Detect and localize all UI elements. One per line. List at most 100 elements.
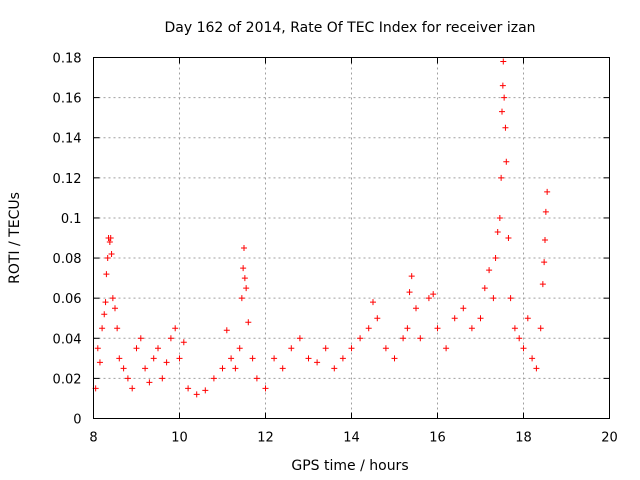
data-point bbox=[406, 289, 413, 296]
data-point bbox=[391, 355, 398, 362]
y-tick-label: 0.14 bbox=[53, 132, 82, 147]
data-point bbox=[542, 208, 549, 215]
data-point bbox=[167, 335, 174, 342]
data-point bbox=[496, 214, 503, 221]
data-point bbox=[185, 385, 192, 392]
data-point bbox=[137, 335, 144, 342]
data-point bbox=[146, 379, 153, 386]
data-point bbox=[253, 375, 260, 382]
data-point bbox=[370, 299, 376, 306]
data-point bbox=[103, 271, 110, 278]
data-point bbox=[116, 355, 123, 362]
data-point bbox=[443, 345, 450, 352]
grid bbox=[93, 57, 610, 419]
data-point bbox=[500, 58, 507, 65]
data-point bbox=[501, 94, 508, 101]
data-point bbox=[365, 325, 372, 332]
data-point bbox=[492, 255, 499, 262]
data-point bbox=[498, 174, 505, 181]
data-point bbox=[305, 355, 312, 362]
x-tick-label: 14 bbox=[343, 431, 360, 446]
data-point bbox=[430, 291, 437, 298]
data-point bbox=[505, 235, 512, 241]
data-point bbox=[382, 345, 389, 352]
y-tick-label: 0.16 bbox=[53, 92, 82, 107]
y-tick-label: 0.04 bbox=[53, 332, 82, 347]
data-point bbox=[238, 295, 245, 302]
data-point bbox=[104, 255, 111, 262]
data-point bbox=[232, 365, 239, 372]
data-point bbox=[150, 355, 157, 362]
data-point bbox=[541, 259, 548, 266]
data-point bbox=[314, 359, 321, 366]
data-points bbox=[92, 58, 551, 398]
data-point bbox=[236, 345, 243, 352]
data-point bbox=[142, 365, 149, 372]
data-point bbox=[468, 325, 475, 332]
data-point bbox=[503, 158, 510, 165]
data-point bbox=[241, 275, 248, 282]
data-point bbox=[481, 285, 488, 292]
axis-ticks bbox=[93, 57, 610, 419]
data-point bbox=[163, 359, 170, 366]
data-point bbox=[544, 188, 551, 195]
data-point bbox=[180, 339, 187, 346]
data-point bbox=[490, 295, 497, 302]
data-point bbox=[228, 355, 235, 362]
x-tick-label: 18 bbox=[515, 431, 532, 446]
x-tick-labels: 8 10 12 14 16 18 20 bbox=[89, 431, 617, 446]
x-tick-label: 20 bbox=[601, 431, 618, 446]
data-point bbox=[240, 265, 247, 272]
data-point bbox=[499, 108, 505, 115]
data-point bbox=[107, 235, 114, 241]
data-point bbox=[108, 251, 115, 258]
data-point bbox=[155, 345, 161, 352]
x-tick-label: 8 bbox=[89, 431, 97, 446]
data-point bbox=[106, 239, 113, 246]
data-point bbox=[516, 335, 523, 342]
data-point bbox=[109, 295, 116, 302]
data-point bbox=[99, 325, 106, 332]
data-point bbox=[529, 355, 536, 362]
data-point bbox=[102, 299, 109, 306]
data-point bbox=[176, 355, 183, 362]
data-point bbox=[357, 335, 364, 342]
data-point bbox=[494, 228, 501, 235]
data-point bbox=[434, 325, 441, 332]
y-tick-label: 0.1 bbox=[61, 212, 82, 227]
data-point bbox=[404, 325, 411, 332]
x-tick-label: 10 bbox=[171, 431, 188, 446]
y-axis-label: ROTI / TECUs bbox=[7, 192, 23, 284]
x-axis-label: GPS time / hours bbox=[291, 458, 408, 474]
data-point bbox=[408, 273, 415, 280]
data-point bbox=[451, 315, 458, 322]
data-point bbox=[539, 281, 546, 288]
data-point bbox=[413, 305, 419, 312]
data-point bbox=[101, 311, 108, 318]
data-point bbox=[243, 285, 250, 292]
data-point bbox=[120, 365, 127, 372]
data-point bbox=[520, 345, 527, 352]
data-point bbox=[288, 345, 295, 352]
data-point bbox=[348, 345, 355, 352]
data-point bbox=[460, 305, 467, 312]
data-point bbox=[241, 245, 247, 252]
data-point bbox=[417, 335, 424, 342]
data-point bbox=[210, 375, 217, 382]
chart-title: Day 162 of 2014, Rate Of TEC Index for r… bbox=[164, 20, 535, 36]
data-point bbox=[507, 295, 514, 302]
data-point bbox=[94, 345, 101, 352]
data-point bbox=[499, 82, 506, 89]
data-point bbox=[533, 365, 540, 372]
x-tick-label: 16 bbox=[429, 431, 446, 446]
data-point bbox=[537, 325, 544, 332]
data-point bbox=[400, 335, 407, 342]
data-point bbox=[524, 315, 531, 322]
data-point bbox=[425, 295, 432, 302]
y-tick-label: 0.06 bbox=[53, 292, 82, 307]
data-point bbox=[114, 325, 121, 332]
data-point bbox=[129, 385, 136, 392]
data-point bbox=[133, 345, 140, 352]
data-point bbox=[296, 335, 303, 342]
data-point bbox=[219, 365, 226, 372]
